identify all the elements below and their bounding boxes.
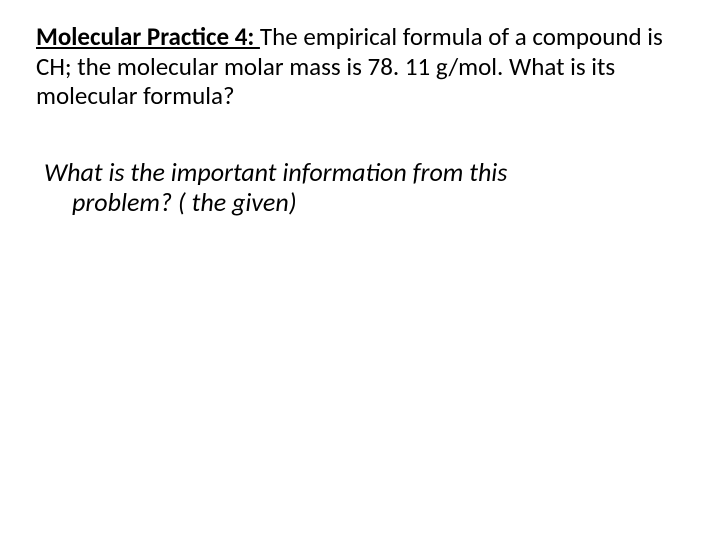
question-line-2: problem? ( the given) [44,187,680,218]
problem-statement: Molecular Practice 4: The empirical form… [36,22,680,111]
question-line-1: What is the important information from t… [44,156,507,188]
slide-container: Molecular Practice 4: The empirical form… [0,0,720,540]
prompt-question: What is the important information from t… [36,157,680,218]
problem-title: Molecular Practice 4: [36,21,260,52]
